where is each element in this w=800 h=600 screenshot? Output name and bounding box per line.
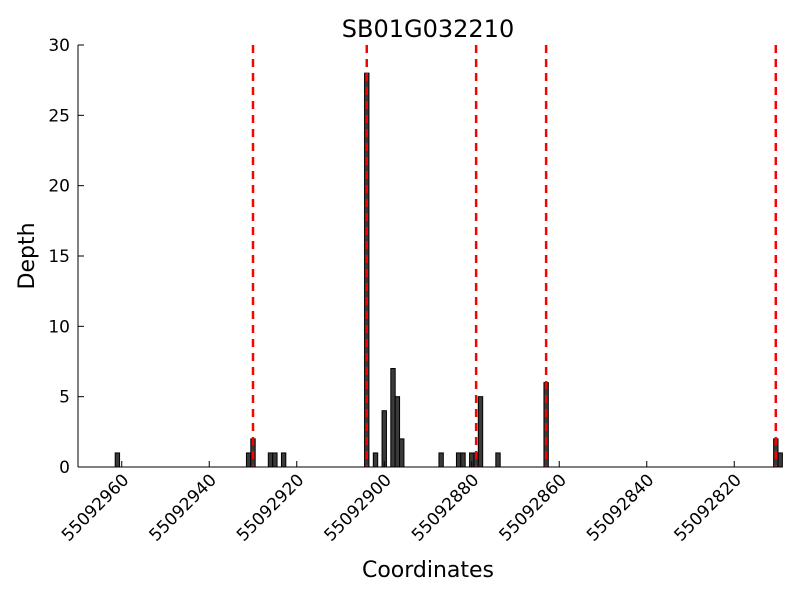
- x-tick-label: 55092880: [408, 470, 483, 545]
- depth-bar: [477, 396, 484, 468]
- y-tick-label: 30: [48, 36, 70, 56]
- x-axis-label: Coordinates: [362, 558, 494, 583]
- depth-bar: [495, 452, 501, 468]
- y-tick-label: 20: [48, 177, 70, 197]
- depth-bar: [394, 396, 401, 468]
- x-tick-label: 55092860: [495, 470, 570, 545]
- depth-bar: [372, 452, 379, 468]
- x-tick-label: 55092940: [145, 470, 220, 545]
- depth-bar: [114, 452, 121, 468]
- axes: [77, 45, 778, 468]
- bars-layer: [114, 72, 783, 468]
- depth-bar: [381, 410, 387, 468]
- x-tick-label: 55092820: [670, 470, 745, 545]
- depth-bar: [390, 368, 396, 468]
- depth-bar: [399, 438, 405, 468]
- depth-bar: [438, 452, 444, 468]
- depth-bar: [280, 452, 287, 468]
- depth-bar: [455, 452, 462, 468]
- y-axis-label: Depth: [15, 222, 40, 289]
- vline-layer: [251, 45, 778, 467]
- y-tick-label: 10: [48, 317, 70, 337]
- x-tick-label: 55092920: [233, 470, 308, 545]
- y-tick-label: 25: [48, 106, 70, 126]
- x-tick-label: 55092960: [58, 470, 133, 545]
- depth-bar: [460, 452, 466, 468]
- depth-bar: [267, 452, 274, 468]
- y-tick-label: 15: [48, 247, 70, 267]
- depth-bar: [777, 452, 783, 468]
- depth-bar: [245, 452, 252, 468]
- chart-title: SB01G032210: [342, 15, 514, 43]
- depth-bar: [272, 452, 278, 468]
- y-tick-label: 0: [59, 458, 70, 478]
- x-tick-label: 55092900: [320, 470, 395, 545]
- x-tick-label: 55092840: [583, 470, 658, 545]
- y-tick-label: 5: [59, 388, 70, 408]
